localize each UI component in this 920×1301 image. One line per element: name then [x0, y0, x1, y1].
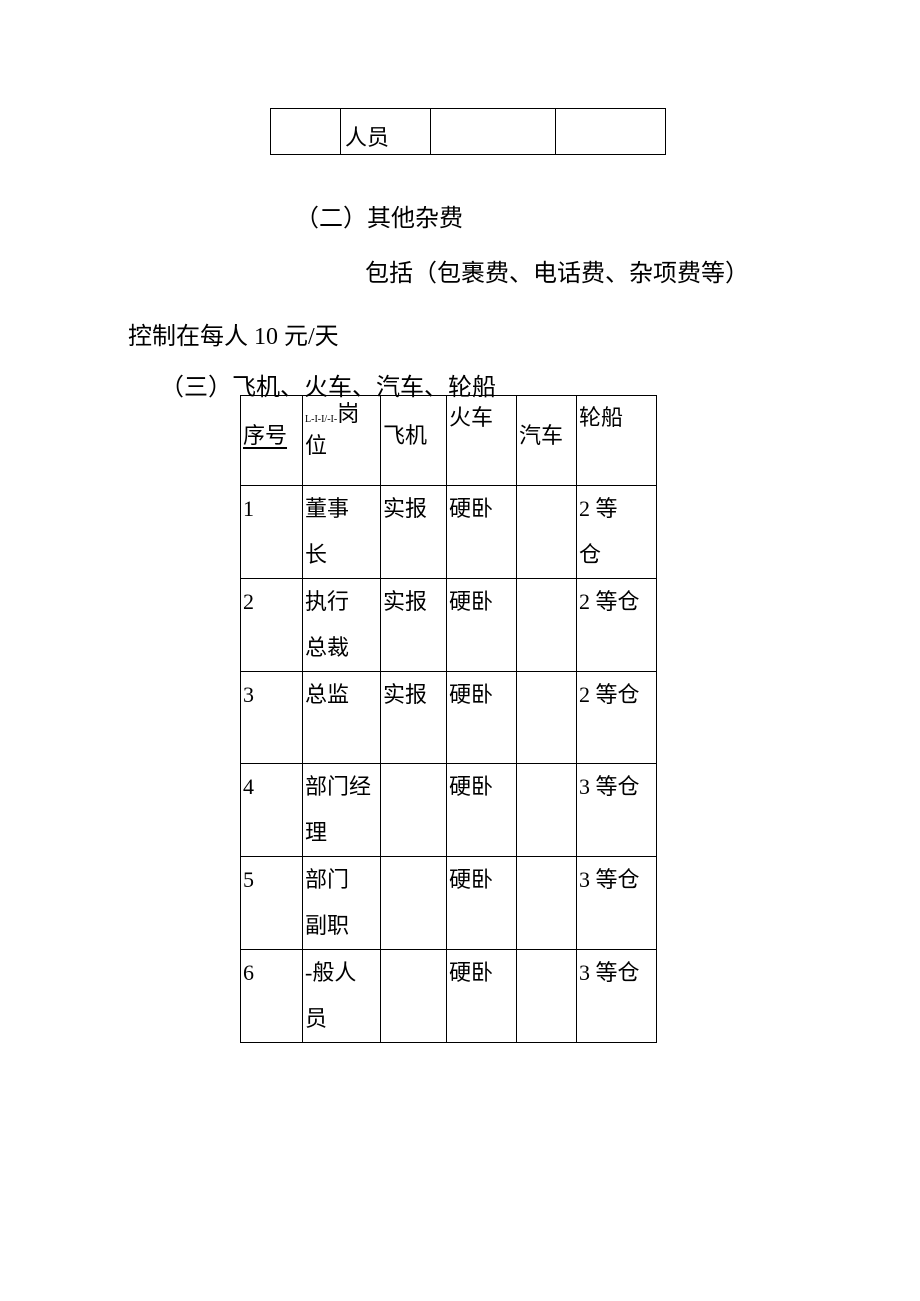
header-plane-label: 飞机 — [383, 400, 444, 450]
table-row: 1 董事长 实报 硬卧 2 等仓 — [241, 486, 657, 579]
cell-plane: 实报 — [381, 579, 447, 672]
header-car-label: 汽车 — [519, 400, 574, 450]
cell-train: 硬卧 — [447, 950, 517, 1043]
cell-train: 硬卧 — [447, 672, 517, 764]
header-train-label: 火车 — [449, 396, 514, 432]
document-page: 人员 （二）其他杂费 包括（包裹费、电话费、杂项费等） 控制在每人 10 元/天… — [0, 0, 920, 1301]
cell-car — [517, 950, 577, 1043]
section-2-heading: （二）其他杂费 — [295, 198, 463, 233]
table-row: 6 -般人员 硬卧 3 等仓 — [241, 950, 657, 1043]
cell-ship: 2 等仓 — [577, 579, 657, 672]
cell-car — [517, 764, 577, 857]
cell-ship: 2 等仓 — [577, 486, 657, 579]
header-position-tiny: L-I-I/-I- — [305, 414, 337, 425]
header-seq-label: 序号 — [243, 400, 300, 450]
section-2-line-1: 包括（包裹费、电话费、杂项费等） — [365, 253, 749, 288]
cell-plane — [381, 857, 447, 950]
section-2-line-2: 控制在每人 10 元/天 — [128, 316, 339, 351]
cell-car — [517, 579, 577, 672]
cell-train: 硬卧 — [447, 764, 517, 857]
cell-position: -般人员 — [303, 950, 381, 1043]
cell-car — [517, 857, 577, 950]
cell — [271, 109, 341, 155]
cell — [556, 109, 666, 155]
header-ship: 轮船 — [577, 396, 657, 486]
top-fragment-table: 人员 — [270, 108, 666, 155]
table-row: 4 部门经理 硬卧 3 等仓 — [241, 764, 657, 857]
cell: 人员 — [341, 109, 431, 155]
cell-position: 执行总裁 — [303, 579, 381, 672]
cell-position: 董事长 — [303, 486, 381, 579]
cell-plane: 实报 — [381, 486, 447, 579]
header-seq: 序号 — [241, 396, 303, 486]
table-row: 5 部门副职 硬卧 3 等仓 — [241, 857, 657, 950]
header-train: 火车 — [447, 396, 517, 486]
cell-car — [517, 672, 577, 764]
cell — [431, 109, 556, 155]
cell-position: 总监 — [303, 672, 381, 764]
cell-seq: 4 — [241, 764, 303, 857]
header-ship-label: 轮船 — [579, 396, 654, 432]
cell-ship: 3 等仓 — [577, 764, 657, 857]
header-position: L-I-I/-I-岗位 — [303, 396, 381, 486]
header-car: 汽车 — [517, 396, 577, 486]
cell-plane — [381, 764, 447, 857]
cell-position: 部门经理 — [303, 764, 381, 857]
table-row: 人员 — [271, 109, 666, 155]
cell-seq: 1 — [241, 486, 303, 579]
table-row: 2 执行总裁 实报 硬卧 2 等仓 — [241, 579, 657, 672]
cell-plane: 实报 — [381, 672, 447, 764]
cell-seq: 3 — [241, 672, 303, 764]
cell-car — [517, 486, 577, 579]
cell-seq: 5 — [241, 857, 303, 950]
cell-seq: 2 — [241, 579, 303, 672]
cell-train: 硬卧 — [447, 579, 517, 672]
cell-ship: 3 等仓 — [577, 950, 657, 1043]
cell-train: 硬卧 — [447, 857, 517, 950]
cell-seq: 6 — [241, 950, 303, 1043]
header-position-label: 岗位 — [305, 401, 359, 458]
cell-ship: 3 等仓 — [577, 857, 657, 950]
cell-position: 部门副职 — [303, 857, 381, 950]
table-header-row: 序号 L-I-I/-I-岗位 飞机 火车 汽车 轮船 — [241, 396, 657, 486]
table-row: 3 总监 实报 硬卧 2 等仓 — [241, 672, 657, 764]
cell-train: 硬卧 — [447, 486, 517, 579]
cell-plane — [381, 950, 447, 1043]
transport-table: 序号 L-I-I/-I-岗位 飞机 火车 汽车 轮船 1 董事长 — [240, 395, 657, 1043]
header-plane: 飞机 — [381, 396, 447, 486]
cell-ship: 2 等仓 — [577, 672, 657, 764]
